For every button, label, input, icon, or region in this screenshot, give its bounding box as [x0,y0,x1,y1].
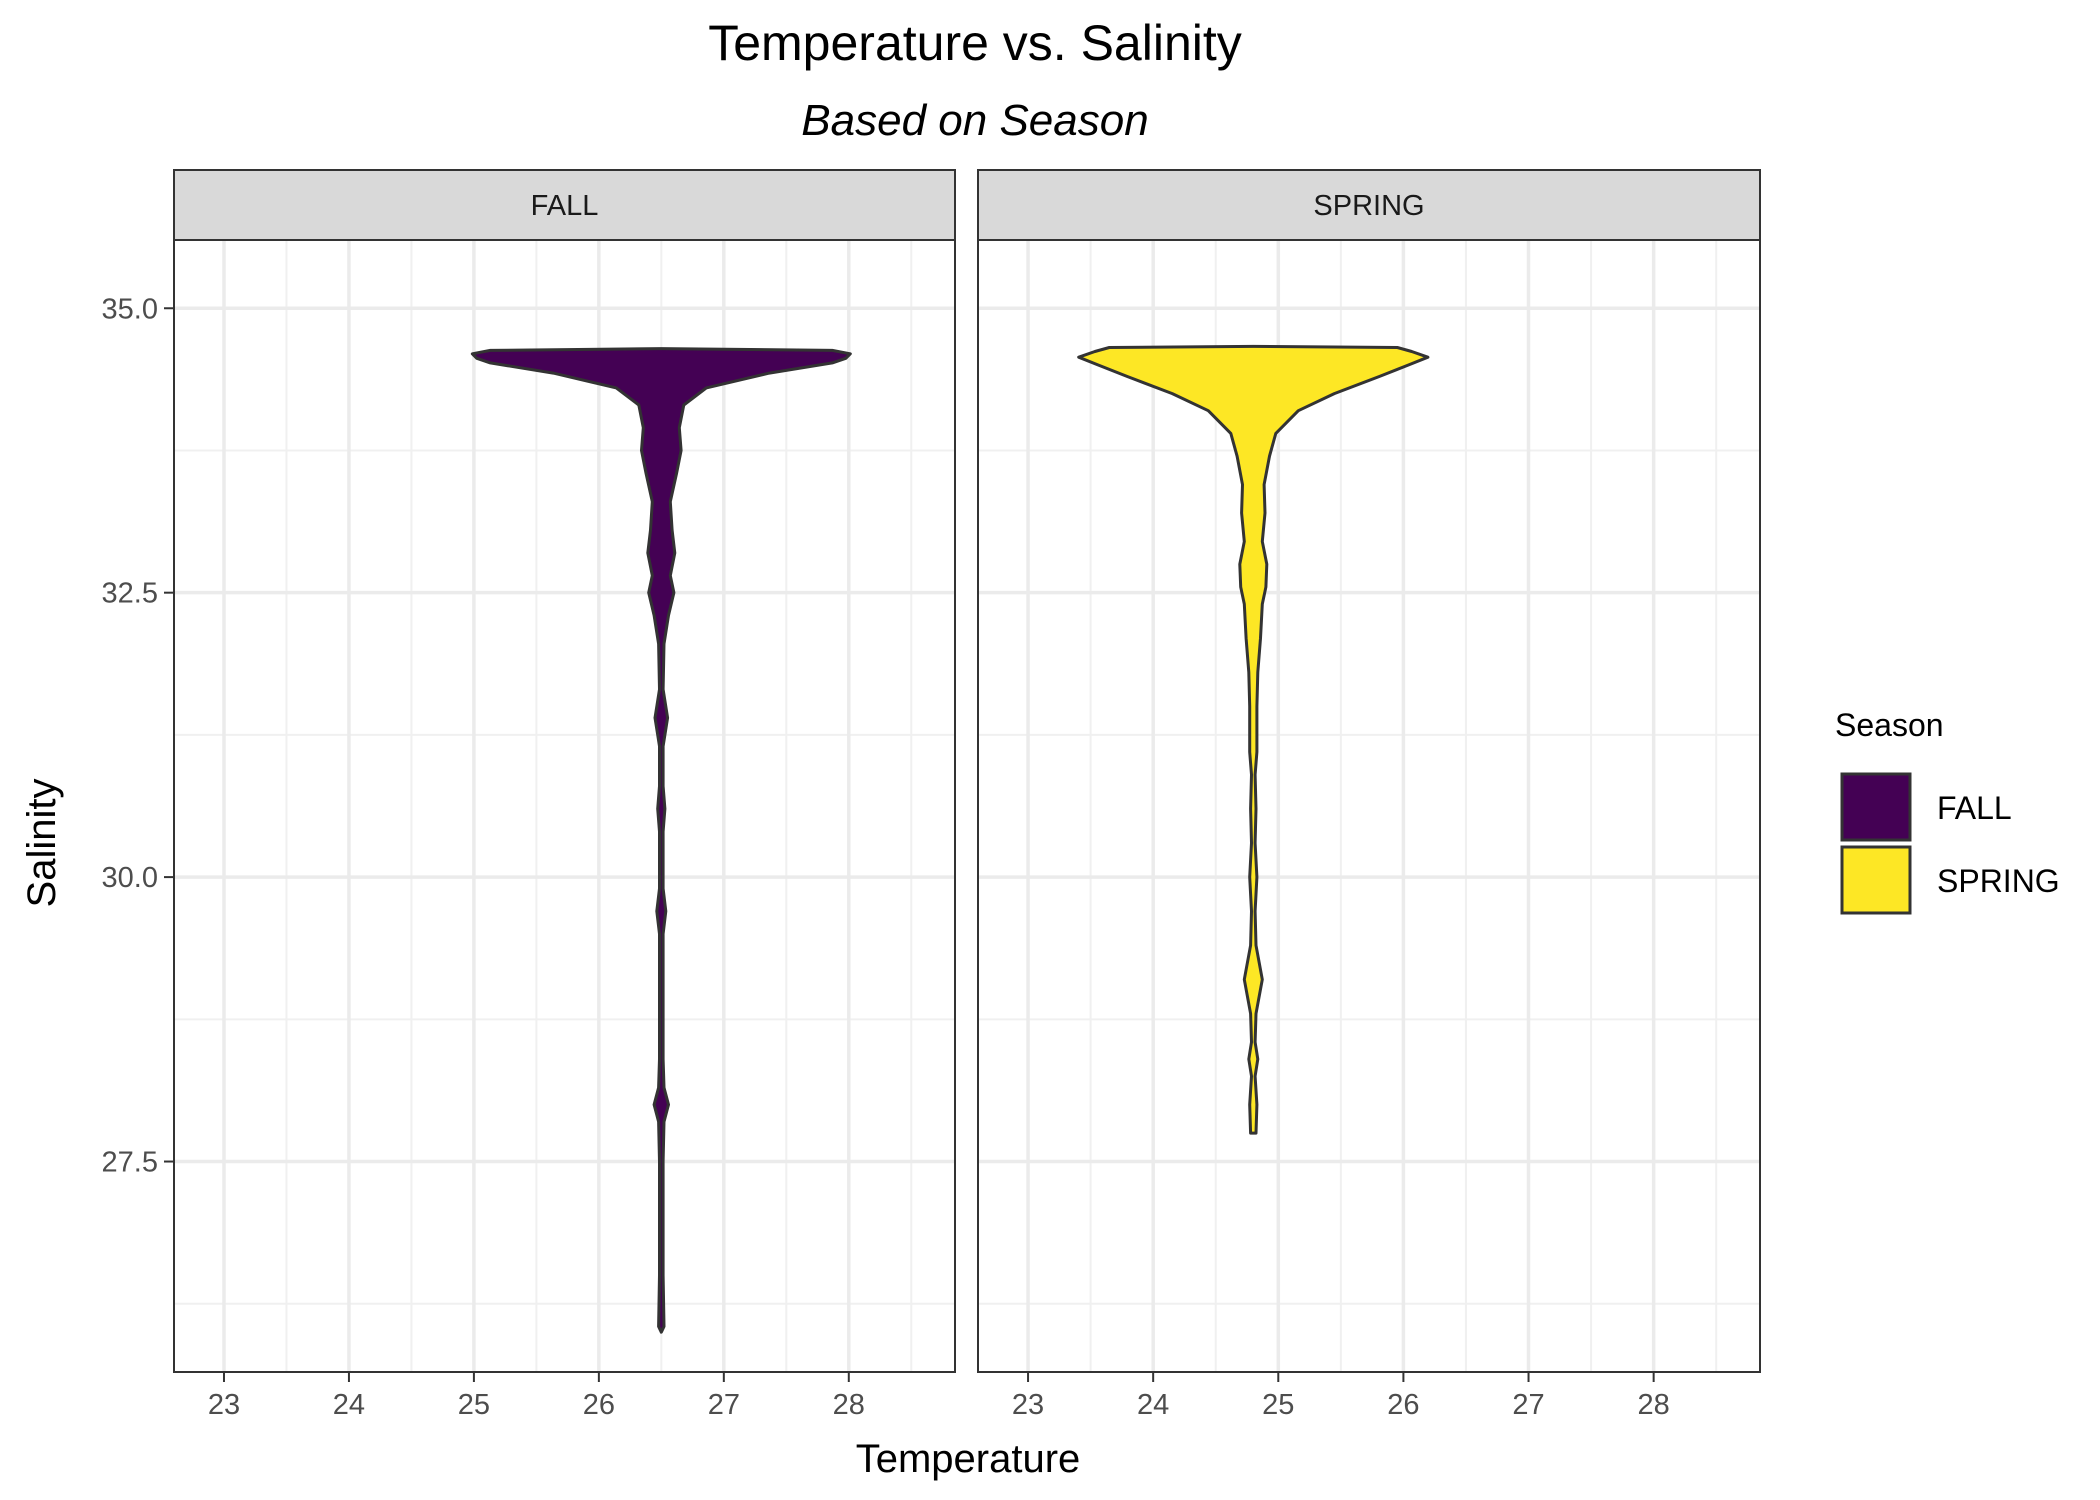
x-tick-label: 28 [1638,1389,1670,1421]
x-tick-label: 27 [708,1389,740,1421]
x-tick-label: 25 [1262,1389,1294,1421]
x-tick-label: 26 [1387,1389,1419,1421]
y-tick-label: 32.5 [102,578,158,610]
x-tick-label: 28 [833,1389,865,1421]
x-tick-label: 27 [1512,1389,1544,1421]
strip-background [173,169,956,241]
x-tick-label: 24 [1137,1389,1169,1421]
legend-title: Season [1835,707,1944,743]
y-tick-label: 27.5 [102,1147,158,1179]
x-axis-title: Temperature [856,1437,1081,1481]
y-tick-label: 30.0 [102,862,158,894]
strip-background [977,169,1761,241]
legend-label-spring: SPRING [1937,863,2060,899]
x-tick-label: 23 [208,1389,240,1421]
x-tick-label: 23 [1012,1389,1044,1421]
y-tick-label: 35.0 [102,293,158,325]
violin-spring [1077,344,1430,1135]
legend-key-spring [1840,845,1912,915]
panel-fall: FALL 23 24 25 26 27 28 [173,169,956,1421]
legend-label-fall: FALL [1937,790,2012,826]
y-axis: 27.5 30.0 32.5 35.0 [102,293,174,1179]
y-axis-title: Salinity [20,779,64,908]
panel-background [174,240,955,1372]
legend-key-fall [1840,772,1912,842]
panel-spring: SPRING 23 24 25 26 27 28 [977,169,1761,1421]
strip-label: FALL [531,190,599,222]
chart-subtitle: Based on Season [801,96,1148,145]
chart-title: Temperature vs. Salinity [708,15,1242,71]
violin-fall [470,347,852,1334]
legend: Season FALL SPRING [1835,707,2060,915]
panel-background [978,240,1760,1372]
x-tick-label: 24 [333,1389,365,1421]
x-tick-label: 25 [458,1389,490,1421]
x-tick-label: 26 [583,1389,615,1421]
panels: FALL 23 24 25 26 27 28 SPRING 23 24 25 26 27 28 [173,169,1761,1421]
strip-label: SPRING [1313,190,1424,222]
